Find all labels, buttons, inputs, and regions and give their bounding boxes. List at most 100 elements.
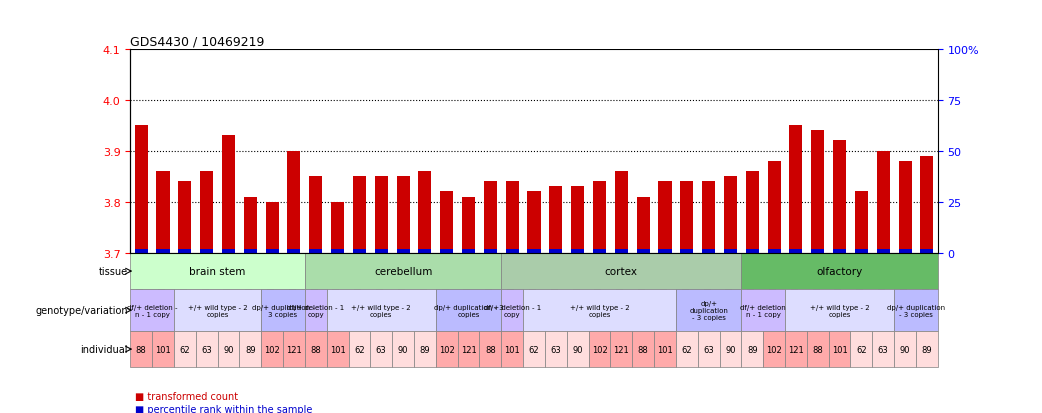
Text: 63: 63: [550, 345, 562, 354]
FancyBboxPatch shape: [501, 290, 523, 331]
Text: 101: 101: [658, 345, 673, 354]
FancyBboxPatch shape: [741, 331, 763, 368]
FancyBboxPatch shape: [218, 331, 240, 368]
Bar: [768, 249, 780, 253]
Bar: [746, 172, 759, 253]
FancyBboxPatch shape: [327, 331, 348, 368]
FancyBboxPatch shape: [174, 290, 262, 331]
Bar: [898, 249, 912, 253]
FancyBboxPatch shape: [457, 331, 479, 368]
Text: +/+ wild type - 2
copies: +/+ wild type - 2 copies: [810, 304, 869, 317]
FancyBboxPatch shape: [545, 331, 567, 368]
Bar: [833, 249, 846, 253]
Text: 101: 101: [329, 345, 346, 354]
Text: 102: 102: [265, 345, 280, 354]
Text: 121: 121: [614, 345, 629, 354]
Bar: [483, 249, 497, 253]
FancyBboxPatch shape: [807, 331, 828, 368]
FancyBboxPatch shape: [501, 253, 741, 290]
Text: df/+ deletion - 1
copy: df/+ deletion - 1 copy: [483, 304, 541, 317]
Bar: [397, 249, 410, 253]
Bar: [812, 249, 824, 253]
Bar: [854, 249, 868, 253]
Bar: [266, 249, 278, 253]
Text: 88: 88: [135, 345, 147, 354]
Bar: [178, 182, 192, 253]
Text: 63: 63: [201, 345, 212, 354]
Text: dp/+ duplication
- 3 copies: dp/+ duplication - 3 copies: [887, 304, 945, 317]
Text: 121: 121: [461, 345, 476, 354]
FancyBboxPatch shape: [894, 290, 938, 331]
Bar: [833, 141, 846, 253]
FancyBboxPatch shape: [763, 331, 785, 368]
FancyBboxPatch shape: [698, 331, 720, 368]
Bar: [505, 249, 519, 253]
Text: 101: 101: [832, 345, 847, 354]
Text: 101: 101: [155, 345, 171, 354]
FancyBboxPatch shape: [305, 331, 327, 368]
Bar: [659, 182, 671, 253]
Bar: [702, 182, 715, 253]
Text: dp/+
duplication
- 3 copies: dp/+ duplication - 3 copies: [689, 300, 728, 320]
Text: +/+ wild type - 2
copies: +/+ wild type - 2 copies: [351, 304, 411, 317]
Text: 62: 62: [681, 345, 692, 354]
FancyBboxPatch shape: [348, 331, 370, 368]
FancyBboxPatch shape: [523, 331, 545, 368]
Bar: [288, 151, 300, 253]
Bar: [375, 249, 388, 253]
Bar: [637, 197, 650, 253]
Bar: [244, 197, 256, 253]
FancyBboxPatch shape: [916, 331, 938, 368]
Bar: [440, 192, 453, 253]
Bar: [244, 249, 256, 253]
Text: 88: 88: [638, 345, 648, 354]
Bar: [854, 192, 868, 253]
Text: 89: 89: [245, 345, 255, 354]
FancyBboxPatch shape: [436, 290, 501, 331]
Bar: [920, 249, 934, 253]
Bar: [593, 182, 606, 253]
Bar: [571, 249, 585, 253]
Bar: [812, 131, 824, 253]
Bar: [593, 249, 606, 253]
FancyBboxPatch shape: [130, 253, 305, 290]
Bar: [462, 197, 475, 253]
FancyBboxPatch shape: [501, 331, 523, 368]
Bar: [266, 202, 278, 253]
Text: 62: 62: [528, 345, 540, 354]
Bar: [876, 151, 890, 253]
FancyBboxPatch shape: [152, 331, 174, 368]
FancyBboxPatch shape: [327, 290, 436, 331]
Bar: [331, 249, 344, 253]
Text: 63: 63: [877, 345, 889, 354]
Bar: [462, 249, 475, 253]
Bar: [571, 187, 585, 253]
Bar: [615, 172, 628, 253]
FancyBboxPatch shape: [632, 331, 654, 368]
Text: olfactory: olfactory: [817, 266, 863, 276]
Bar: [702, 249, 715, 253]
Bar: [309, 249, 322, 253]
FancyBboxPatch shape: [262, 290, 305, 331]
Text: brain stem: brain stem: [190, 266, 246, 276]
Bar: [200, 249, 214, 253]
FancyBboxPatch shape: [611, 331, 632, 368]
FancyBboxPatch shape: [785, 290, 894, 331]
Bar: [790, 249, 802, 253]
Text: 121: 121: [287, 345, 302, 354]
FancyBboxPatch shape: [392, 331, 414, 368]
FancyBboxPatch shape: [676, 331, 698, 368]
Text: 89: 89: [921, 345, 933, 354]
FancyBboxPatch shape: [130, 331, 152, 368]
Text: cortex: cortex: [604, 266, 638, 276]
Bar: [527, 249, 541, 253]
Bar: [375, 177, 388, 253]
FancyBboxPatch shape: [676, 290, 741, 331]
Bar: [746, 249, 759, 253]
Text: tissue: tissue: [99, 266, 128, 276]
Bar: [615, 249, 628, 253]
Text: df/+ deletion -
n - 1 copy: df/+ deletion - n - 1 copy: [127, 304, 177, 317]
Bar: [483, 182, 497, 253]
Text: dp/+ duplication - 3
copies: dp/+ duplication - 3 copies: [433, 304, 503, 317]
Text: +/+ wild type - 2
copies: +/+ wild type - 2 copies: [188, 304, 247, 317]
